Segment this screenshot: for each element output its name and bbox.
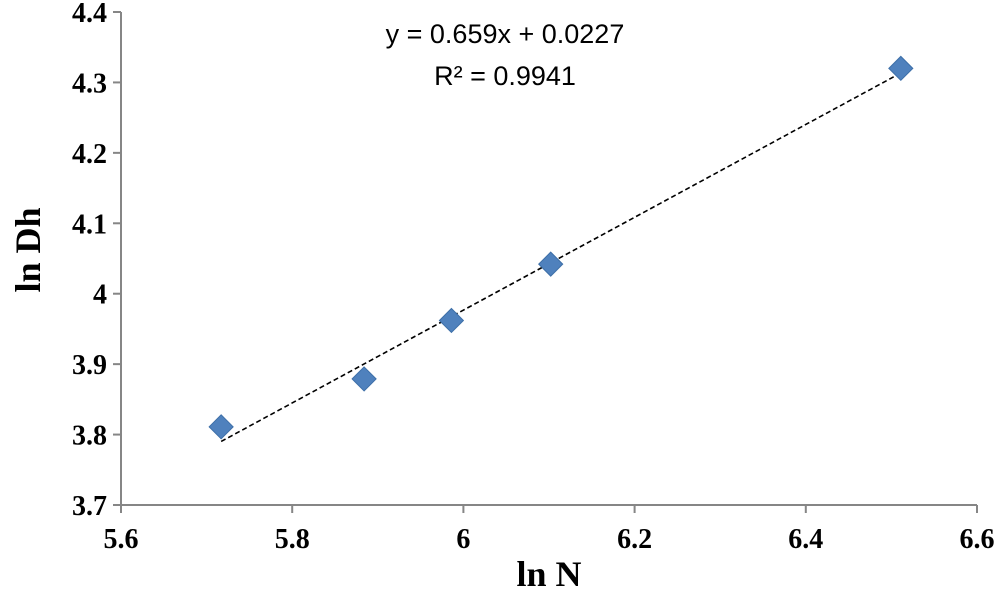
y-tick-label: 4.3	[72, 68, 107, 99]
axes	[113, 11, 978, 513]
trendline-equation: y = 0.659x + 0.0227	[386, 19, 625, 49]
trendline-group	[220, 72, 902, 443]
data-point	[438, 307, 465, 334]
y-tick-label: 4.4	[72, 0, 107, 29]
trendline	[220, 72, 902, 443]
data-point	[538, 251, 564, 277]
x-tick-label: 6.2	[617, 524, 652, 555]
x-axis-title: ln N	[516, 554, 581, 594]
y-axis-title: ln Dh	[8, 207, 48, 292]
x-tick-label: 5.6	[104, 524, 139, 555]
y-tick-label: 4	[93, 280, 107, 311]
data-point	[351, 366, 377, 392]
data-point	[208, 414, 234, 440]
data-point	[888, 55, 914, 82]
x-tick-label: 5.8	[275, 524, 310, 555]
y-tick-label: 3.7	[72, 491, 107, 522]
data-points	[208, 55, 914, 440]
tick-labels: 3.7 3.8 3.9 4 4.1 4.2 4.3 4.4 5.6 5.8 6 6.2 6.4 6.6	[72, 0, 995, 555]
r-squared-label: R² = 0.9941	[434, 61, 576, 91]
x-tick-label: 6.6	[960, 524, 995, 555]
y-tick-label: 3.8	[72, 421, 107, 452]
y-tick-label: 3.9	[72, 350, 107, 381]
x-tick-label: 6	[456, 524, 470, 555]
x-tick-label: 6.4	[788, 524, 823, 555]
y-tick-label: 4.1	[72, 209, 107, 240]
y-tick-label: 4.2	[72, 139, 107, 170]
